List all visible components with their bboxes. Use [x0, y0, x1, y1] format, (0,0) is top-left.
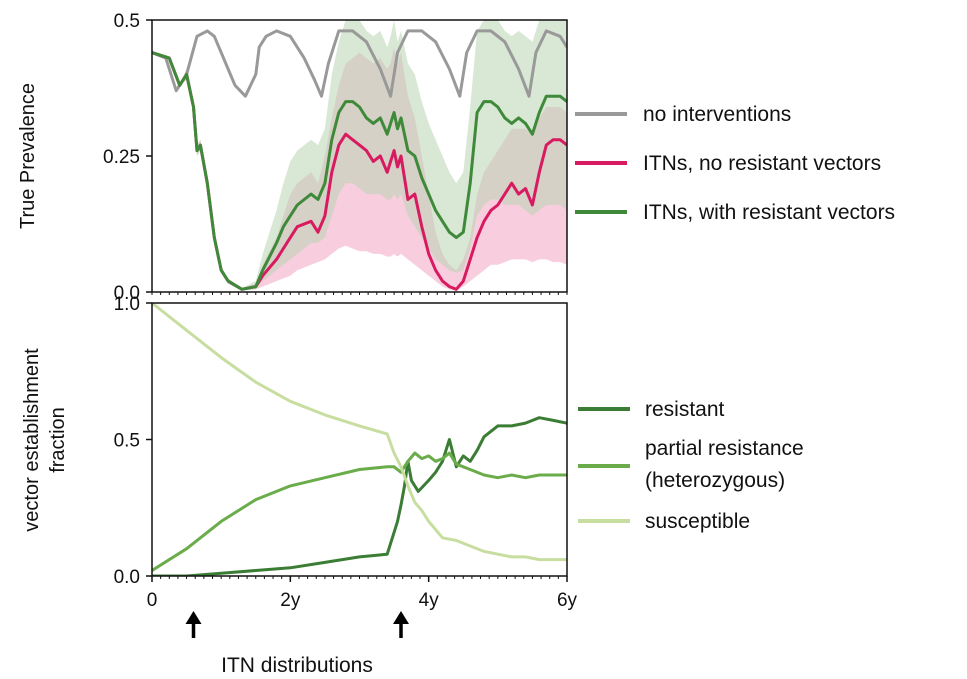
- series-line-0-2: [152, 51, 567, 291]
- prevalence-panel: 0.0 0.25 0.5 True Prevalence no interventi…: [17, 11, 895, 304]
- legend-label: resistant: [645, 398, 725, 421]
- vector-axes-frame: [151, 302, 568, 577]
- legend-label: ITNs, with resistant vectors: [643, 201, 895, 224]
- xtick-label: 4y: [419, 590, 440, 611]
- prevalence-minor-xticks: [151, 292, 568, 295]
- vector-fraction-panel: 0.0 0.5 1.0 0 2y 4y 6y vector establishment fra…: [21, 294, 804, 611]
- prevalence-ylabel: True Prevalence: [17, 83, 39, 229]
- series-line-0-0: [152, 29, 567, 98]
- series-line-1-2: [152, 303, 567, 562]
- itn-distributions-label: ITN distributions: [221, 654, 373, 677]
- series-line-1-0: [152, 416, 567, 576]
- vector-fraction-plot-area: [152, 303, 567, 576]
- xtick-label: 2y: [280, 590, 301, 611]
- xtick-label: 0: [147, 590, 158, 611]
- itn-arrow-head: [393, 611, 409, 624]
- vector-fraction-ylabel: vector establishment fraction: [21, 348, 69, 532]
- ytick-label: 0.0: [114, 567, 140, 588]
- legend-label: no interventions: [643, 103, 791, 126]
- series-line-1-1: [152, 451, 567, 572]
- legend-label: ITNs, no resistant vectors: [643, 152, 881, 175]
- prevalence-yticks: 0.0 0.25 0.5: [103, 11, 152, 304]
- ytick-label: 0.5: [114, 431, 140, 452]
- vector-fraction-legend: resistant partial resistance (heterozygous…: [578, 398, 804, 533]
- prevalence-plot-area: [152, 20, 567, 291]
- legend-label: partial resistance: [645, 437, 804, 460]
- ytick-label: 0.5: [114, 11, 140, 32]
- itn-arrow-head: [185, 611, 202, 624]
- itn-distribution-arrows: [185, 611, 409, 638]
- ytick-label: 0.0: [114, 283, 140, 304]
- legend-label: (heterozygous): [645, 469, 785, 492]
- vector-fraction-ticks: 0.0 0.5 1.0 0 2y 4y 6y: [114, 294, 578, 611]
- ytick-label: 1.0: [114, 294, 140, 315]
- legend-label: susceptible: [645, 510, 750, 533]
- vector-fraction-minor-xticks: [151, 576, 568, 579]
- ytick-label: 0.25: [103, 147, 140, 168]
- xtick-label: 6y: [557, 590, 578, 611]
- prevalence-legend: no interventions ITNs, no resistant vecto…: [575, 103, 895, 224]
